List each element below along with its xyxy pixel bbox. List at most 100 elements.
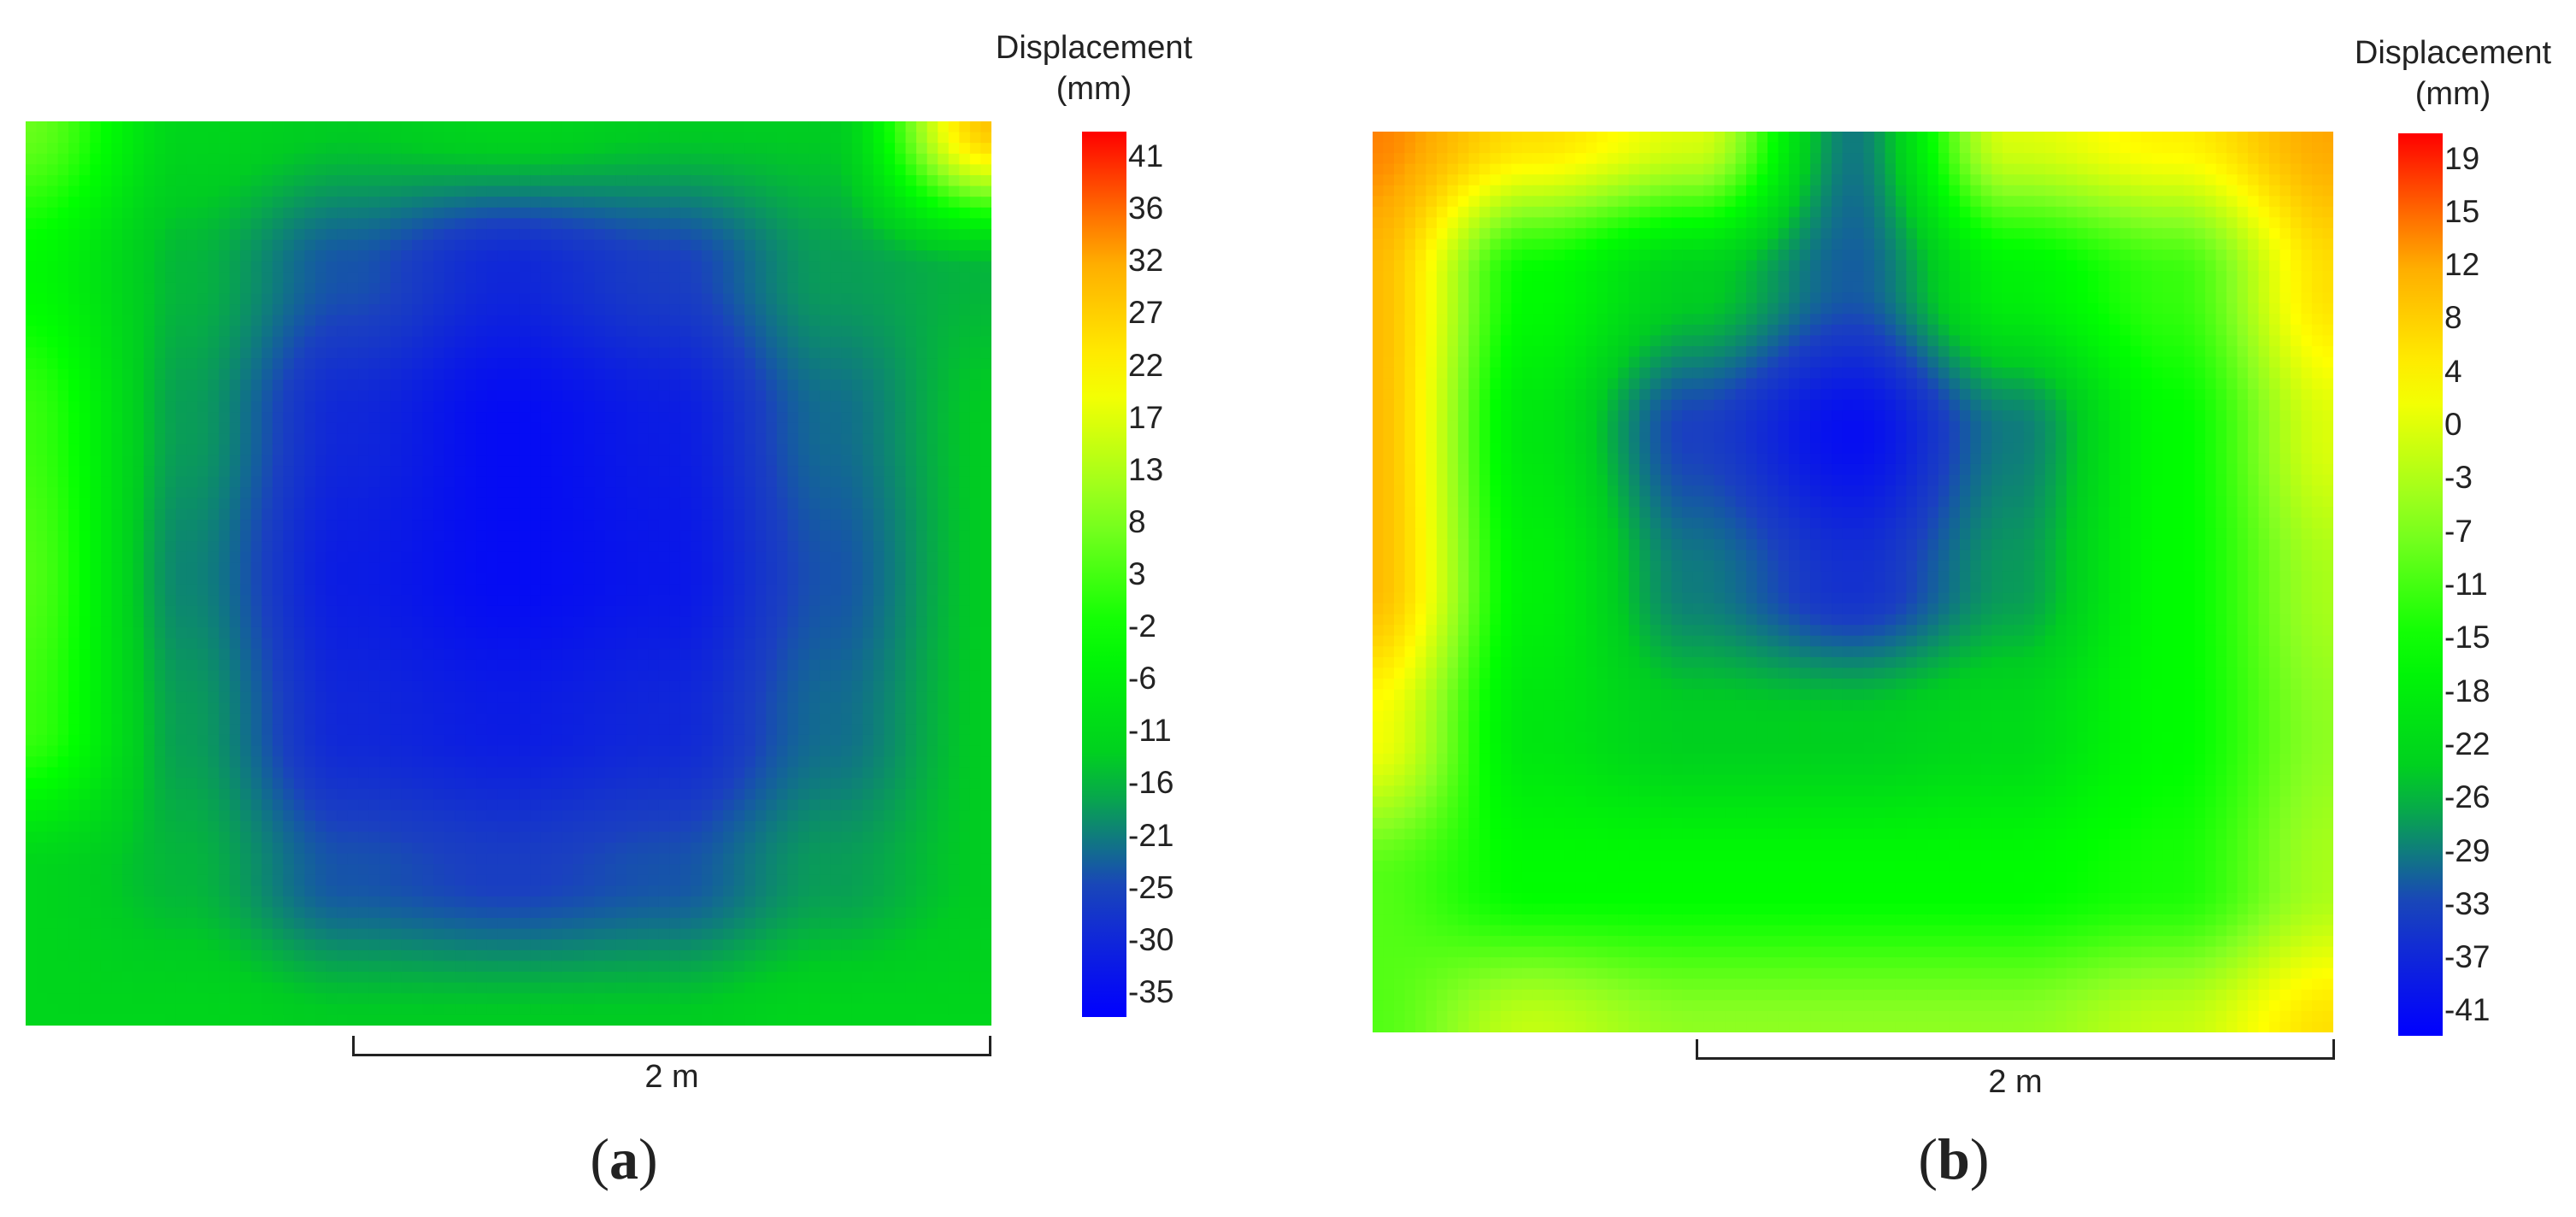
heatmap-cell bbox=[873, 282, 885, 295]
heatmap-cell bbox=[47, 207, 59, 220]
heatmap-cell bbox=[229, 691, 241, 703]
heatmap-cell bbox=[358, 197, 370, 209]
heatmap-cell bbox=[326, 218, 338, 230]
heatmap-cell bbox=[497, 401, 509, 413]
heatmap-cell bbox=[755, 422, 768, 435]
heatmap-cell bbox=[412, 174, 424, 187]
heatmap-cell bbox=[422, 143, 434, 155]
heatmap-cell bbox=[315, 164, 327, 176]
heatmap-cell bbox=[733, 218, 746, 230]
heatmap-cell bbox=[465, 433, 478, 445]
heatmap-cell bbox=[787, 174, 799, 187]
heatmap-cell bbox=[272, 315, 285, 327]
heatmap-cell bbox=[733, 616, 746, 628]
heatmap-cell bbox=[648, 304, 660, 316]
heatmap-cell bbox=[733, 680, 746, 693]
heatmap-cell bbox=[626, 649, 638, 661]
heatmap-cell bbox=[509, 595, 520, 607]
heatmap-cell bbox=[809, 466, 820, 478]
heatmap-cell bbox=[57, 649, 70, 661]
heatmap-cell bbox=[476, 164, 488, 176]
heatmap-cell bbox=[79, 713, 91, 726]
heatmap-cell bbox=[669, 573, 681, 585]
heatmap-cell bbox=[809, 476, 820, 489]
heatmap-cell bbox=[379, 132, 391, 144]
heatmap-cell bbox=[47, 584, 59, 596]
heatmap-cell bbox=[326, 638, 338, 650]
heatmap-cell bbox=[691, 455, 703, 467]
heatmap-cell bbox=[497, 659, 509, 672]
heatmap-cell bbox=[648, 261, 660, 273]
heatmap-cell bbox=[583, 466, 596, 478]
heatmap-cell bbox=[283, 304, 295, 316]
heatmap-cell bbox=[980, 455, 991, 467]
heatmap-cell bbox=[465, 164, 478, 176]
heatmap-cell bbox=[165, 691, 177, 703]
heatmap-cell bbox=[648, 626, 660, 639]
heatmap-cell bbox=[326, 239, 338, 251]
heatmap-cell bbox=[830, 616, 843, 628]
heatmap-cell bbox=[916, 326, 928, 338]
heatmap-cell bbox=[476, 358, 488, 370]
heatmap-cell bbox=[905, 358, 917, 370]
heatmap-cell bbox=[637, 261, 650, 273]
heatmap-cell bbox=[959, 649, 971, 661]
heatmap-cell bbox=[969, 466, 982, 478]
heatmap-cell bbox=[250, 143, 263, 155]
heatmap-cell bbox=[272, 379, 285, 391]
heatmap-cell bbox=[390, 520, 403, 532]
heatmap-cell bbox=[132, 433, 144, 445]
heatmap-cell bbox=[486, 455, 499, 467]
heatmap-cell bbox=[433, 261, 445, 273]
heatmap-cell bbox=[433, 368, 445, 381]
heatmap-cell bbox=[122, 509, 134, 520]
heatmap-cell bbox=[476, 584, 488, 596]
heatmap-cell bbox=[926, 164, 939, 176]
heatmap-cell bbox=[562, 455, 574, 467]
heatmap-cell bbox=[433, 132, 445, 144]
heatmap-cell bbox=[229, 293, 241, 305]
heatmap-cell bbox=[938, 476, 950, 489]
heatmap-cell bbox=[723, 541, 735, 553]
heatmap-cell bbox=[219, 239, 231, 251]
heatmap-cell bbox=[787, 476, 799, 489]
heatmap-cell bbox=[444, 197, 456, 209]
heatmap-cell bbox=[455, 509, 467, 520]
heatmap-cell bbox=[219, 680, 231, 693]
heatmap-cell bbox=[658, 466, 671, 478]
heatmap-cell bbox=[186, 691, 198, 703]
heatmap-cell bbox=[144, 250, 156, 262]
heatmap-cell bbox=[229, 713, 241, 726]
heatmap-cell bbox=[240, 239, 252, 251]
heatmap-cell bbox=[444, 509, 456, 520]
heatmap-cell bbox=[948, 185, 961, 197]
heatmap-cell bbox=[648, 476, 660, 489]
heatmap-cell bbox=[669, 304, 681, 316]
heatmap-cell bbox=[326, 401, 338, 413]
heatmap-cell bbox=[358, 261, 370, 273]
heatmap-cell bbox=[337, 713, 349, 726]
heatmap-cell bbox=[79, 164, 91, 176]
heatmap-cell bbox=[830, 680, 843, 693]
heatmap-cell bbox=[165, 703, 177, 714]
heatmap-cell bbox=[262, 649, 273, 661]
heatmap-cell bbox=[980, 401, 991, 413]
heatmap-cell bbox=[669, 390, 681, 403]
heatmap-cell bbox=[315, 670, 327, 682]
heatmap-cell bbox=[755, 595, 768, 607]
heatmap-cell bbox=[820, 680, 832, 693]
heatmap-cell bbox=[884, 487, 896, 499]
heatmap-cell bbox=[219, 595, 231, 607]
heatmap-cell bbox=[873, 164, 885, 176]
heatmap-cell bbox=[562, 422, 574, 435]
heatmap-cell bbox=[626, 616, 638, 628]
heatmap-cell bbox=[186, 680, 198, 693]
heatmap-cell bbox=[197, 336, 209, 349]
heatmap-cell bbox=[669, 228, 681, 241]
heatmap-cell bbox=[347, 497, 360, 510]
heatmap-cell bbox=[26, 659, 38, 672]
heatmap-cell bbox=[744, 551, 756, 564]
heatmap-cell bbox=[412, 626, 424, 639]
heatmap-cell bbox=[36, 261, 48, 273]
heatmap-cell bbox=[776, 626, 789, 639]
